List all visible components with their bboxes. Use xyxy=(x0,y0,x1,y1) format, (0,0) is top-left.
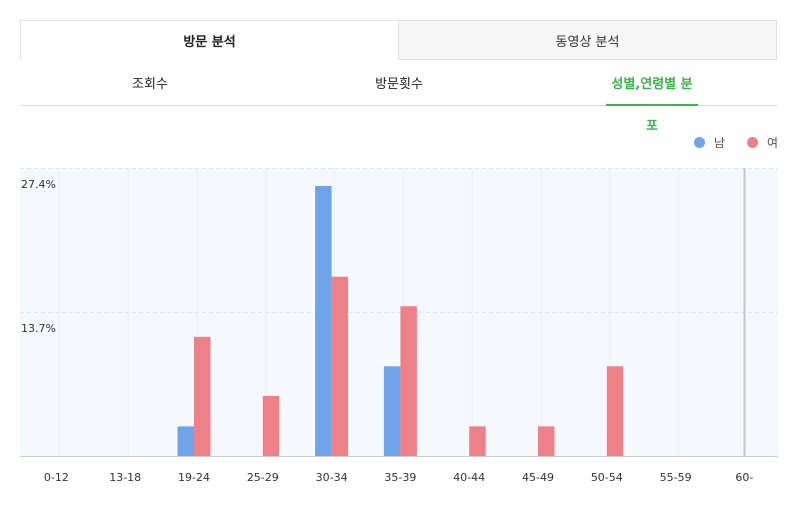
subtab-gender-age[interactable]: 성별,연령별 분포 xyxy=(606,64,698,134)
tab-visit-analysis[interactable]: 방문 분석 xyxy=(20,20,399,60)
legend-dot-male xyxy=(693,137,705,148)
bar-female-19-24[interactable] xyxy=(194,336,211,456)
x-tick-label: 55-59 xyxy=(660,471,692,484)
x-tick-label: 50-54 xyxy=(591,471,623,484)
tab-video-analysis[interactable]: 동영상 분석 xyxy=(399,20,777,60)
x-tick-label: 45-49 xyxy=(522,471,554,484)
bar-male-30-34[interactable] xyxy=(315,186,332,456)
bar-female-25-29[interactable] xyxy=(262,395,280,456)
sub-tabs: 조회수 방문횟수 성별,연령별 분포 xyxy=(20,64,777,134)
subtab-visit-count[interactable]: 방문횟수 xyxy=(375,77,423,92)
bar-female-40-44[interactable] xyxy=(469,426,486,456)
legend-label-female: 여 xyxy=(766,136,778,150)
bar-female-45-49[interactable] xyxy=(538,426,555,456)
bar-female-35-39[interactable] xyxy=(400,306,417,456)
legend-label-male: 남 xyxy=(713,136,725,150)
x-tick-label: 0-12 xyxy=(44,471,69,484)
x-tick-label: 60- xyxy=(735,471,753,484)
bar-female-30-34[interactable] xyxy=(331,276,349,456)
x-tick-labels: 0-12 13-18 19-24 25-29 30-34 35-39 40-44 45-49 5… xyxy=(44,471,753,484)
x-tick-label: 30-34 xyxy=(316,471,348,484)
x-tick-label: 13-18 xyxy=(109,471,141,484)
bar-male-35-39[interactable] xyxy=(383,366,401,456)
x-tick-label: 35-39 xyxy=(384,471,416,484)
bars xyxy=(177,186,624,456)
x-tick-label: 25-29 xyxy=(247,471,279,484)
y-tick-mid: 13.7% xyxy=(21,322,56,335)
legend-dot-female xyxy=(746,137,758,148)
chart-legend: 남 여 xyxy=(672,134,778,151)
legend-item-female[interactable]: 여 xyxy=(746,134,778,151)
subtab-views[interactable]: 조회수 xyxy=(132,77,168,92)
x-tick-label: 40-44 xyxy=(453,471,485,484)
x-tick-label: 19-24 xyxy=(178,471,210,484)
legend-item-male[interactable]: 남 xyxy=(693,134,725,151)
bar-male-19-24[interactable] xyxy=(177,426,195,456)
top-tabs: 방문 분석 동영상 분석 xyxy=(20,20,777,60)
y-tick-max: 27.4% xyxy=(21,178,56,191)
bar-female-50-54[interactable] xyxy=(606,366,624,456)
